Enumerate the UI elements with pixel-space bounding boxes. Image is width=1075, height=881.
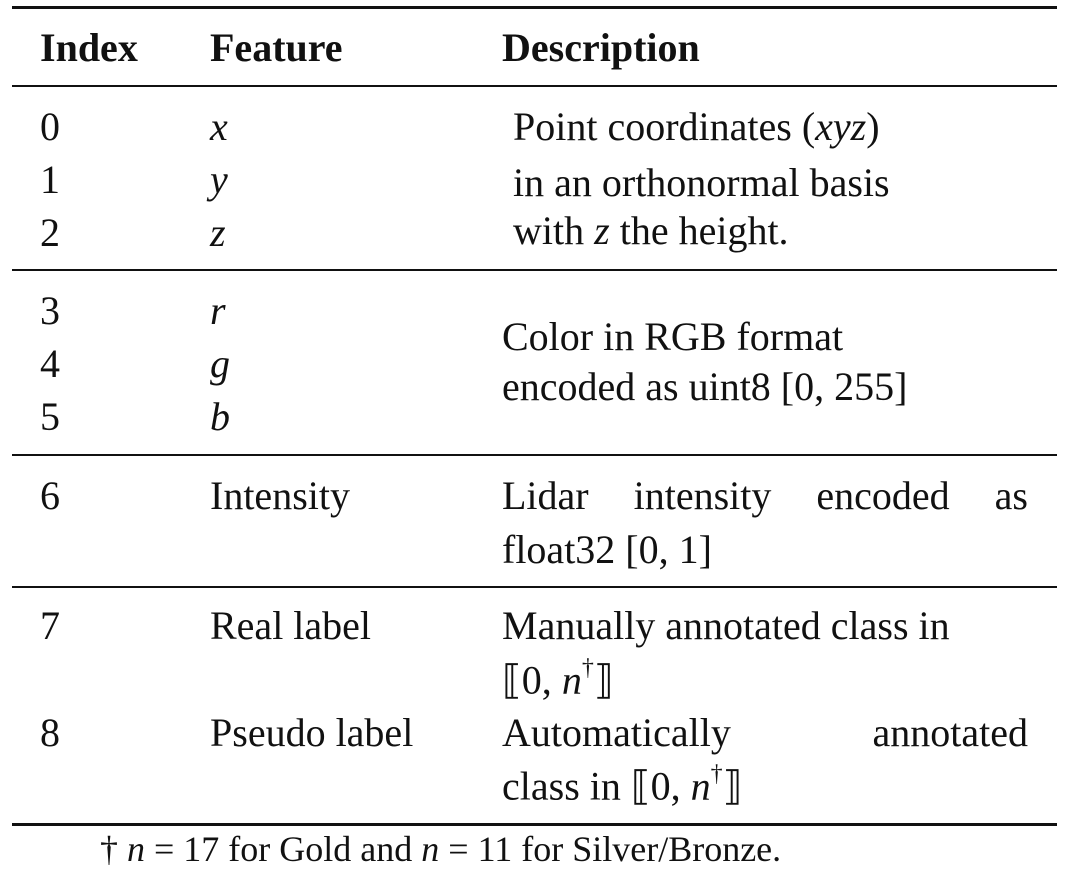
feature-r: r: [210, 288, 226, 333]
pseudo-label-range-n: n: [690, 763, 711, 809]
index-1: 1: [40, 157, 60, 202]
feature-intensity: Intensity: [210, 473, 350, 518]
intensity-word-1: Lidar: [502, 473, 589, 518]
header-index: Index: [40, 25, 138, 70]
pseudo-label-desc-line1: Automatically annotated: [502, 713, 1028, 753]
pseudo-label-range-dagger: †: [710, 761, 723, 787]
group-rule-3: [12, 586, 1057, 588]
coords-desc-xyz: xyz: [815, 104, 867, 149]
feature-g: g: [210, 341, 230, 386]
pseudo-label-desc-line2: class in ⟦0, n†⟧: [502, 762, 743, 809]
pseudo-word-1: Automatically: [502, 710, 731, 755]
real-label-range-pre: ⟦0,: [502, 657, 562, 703]
intensity-desc-line1: Lidar intensity encoded as: [502, 476, 1028, 516]
real-label-desc-line2: ⟦0, n†⟧: [502, 656, 614, 703]
top-rule: [12, 6, 1057, 9]
feature-y: y: [210, 157, 228, 202]
index-3: 3: [40, 288, 60, 333]
header-description: Description: [502, 25, 700, 70]
footnote-n1: n: [127, 829, 145, 869]
index-7: 7: [40, 603, 60, 648]
pseudo-label-range-post: ⟧: [722, 763, 743, 809]
index-2: 2: [40, 210, 60, 255]
group-rule-2: [12, 454, 1057, 456]
bottom-rule: [12, 823, 1057, 826]
footnote-dagger: †: [100, 829, 127, 869]
intensity-desc-line2: float32 [0, 1]: [502, 527, 712, 572]
index-0: 0: [40, 104, 60, 149]
feature-pseudo-label: Pseudo label: [210, 710, 414, 755]
index-5: 5: [40, 394, 60, 439]
color-desc-line1: Color in RGB format: [502, 314, 844, 359]
header-rule: [12, 85, 1057, 87]
feature-b: b: [210, 394, 230, 439]
index-8: 8: [40, 710, 60, 755]
pseudo-label-range-pre: class in ⟦0,: [502, 763, 691, 809]
coords-desc-line3-pre: with: [513, 208, 595, 253]
feature-real-label: Real label: [210, 603, 372, 648]
coords-desc-line1: Point coordinates (xyz): [513, 107, 880, 147]
intensity-word-4: as: [994, 473, 1028, 518]
color-desc-line2: encoded as uint8 [0, 255]: [502, 364, 908, 409]
footnote-mid2: = 11 for Silver/Bronze.: [439, 829, 782, 869]
pseudo-word-2: annotated: [872, 710, 1029, 755]
footnote-n2: n: [421, 829, 440, 869]
intensity-word-3: encoded: [816, 473, 950, 518]
group-rule-1: [12, 269, 1057, 271]
index-4: 4: [40, 341, 60, 386]
index-6: 6: [40, 473, 60, 518]
real-label-range-n: n: [561, 657, 582, 703]
header-feature: Feature: [210, 25, 343, 70]
coords-desc-line1-post: ): [866, 104, 880, 149]
footnote: † n = 17 for Gold and n = 11 for Silver/…: [100, 831, 781, 867]
coords-desc-line3: with z the height.: [513, 211, 789, 251]
feature-z: z: [210, 210, 226, 255]
coords-desc-line1-pre: Point coordinates (: [513, 104, 816, 149]
coords-desc-line3-post: the height.: [609, 208, 789, 253]
coords-desc-line2: in an orthonormal basis: [513, 160, 890, 205]
real-label-desc-line1: Manually annotated class in: [502, 603, 950, 648]
feature-x: x: [210, 104, 228, 149]
real-label-range-dagger: †: [581, 655, 594, 681]
intensity-word-2: intensity: [633, 473, 772, 518]
real-label-range-post: ⟧: [593, 657, 614, 703]
footnote-mid1: = 17 for Gold and: [145, 829, 422, 869]
coords-desc-z: z: [594, 208, 610, 253]
